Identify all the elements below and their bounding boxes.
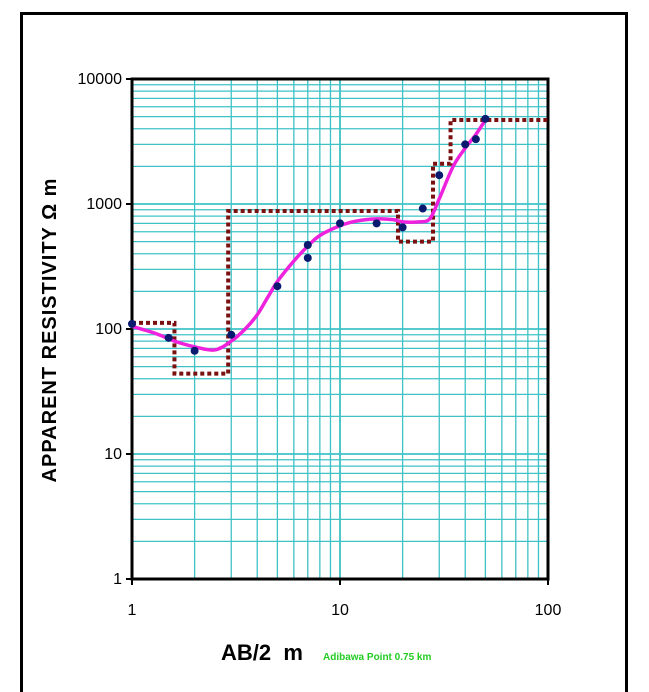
- data-point: [435, 171, 444, 180]
- data-point: [128, 319, 136, 328]
- data-point: [190, 346, 199, 355]
- site-annotation: Adibawa Point 0.75 km: [323, 652, 431, 663]
- y-tick-label: 1: [113, 571, 122, 588]
- layer-model-line: [132, 117, 548, 376]
- y-tick-label: 1000: [86, 196, 122, 213]
- x-axis-label: AB/2 m: [221, 640, 303, 665]
- x-tick-label: 10: [331, 602, 349, 619]
- y-tick-label: 10: [104, 446, 122, 463]
- data-point: [164, 333, 173, 342]
- y-tick-label: 100: [95, 321, 122, 338]
- y-axis-label: APPARENT RESISTIVITY Ω m: [39, 178, 61, 483]
- data-point: [227, 330, 236, 339]
- data-point: [273, 282, 282, 291]
- data-point: [481, 114, 490, 123]
- grid: [131, 78, 549, 580]
- data-point: [372, 219, 381, 228]
- tick-labels: 1 10 100 1000 10000 1 10 100: [78, 71, 562, 619]
- data-point: [336, 219, 344, 228]
- x-tick-label: 1: [128, 602, 137, 619]
- data-point: [418, 204, 427, 213]
- fitted-curve-series: [130, 118, 488, 352]
- figure-frame: [20, 12, 628, 692]
- observed-points-series: [128, 114, 490, 355]
- fitted-curve-line: [130, 118, 488, 352]
- data-point: [303, 253, 312, 262]
- data-point: [471, 135, 480, 144]
- x-tick-label: 100: [535, 602, 562, 619]
- layer-model-series: [132, 117, 548, 376]
- data-point: [398, 223, 407, 232]
- data-point: [461, 140, 470, 149]
- data-point: [303, 240, 312, 249]
- y-tick-label: 10000: [78, 71, 123, 88]
